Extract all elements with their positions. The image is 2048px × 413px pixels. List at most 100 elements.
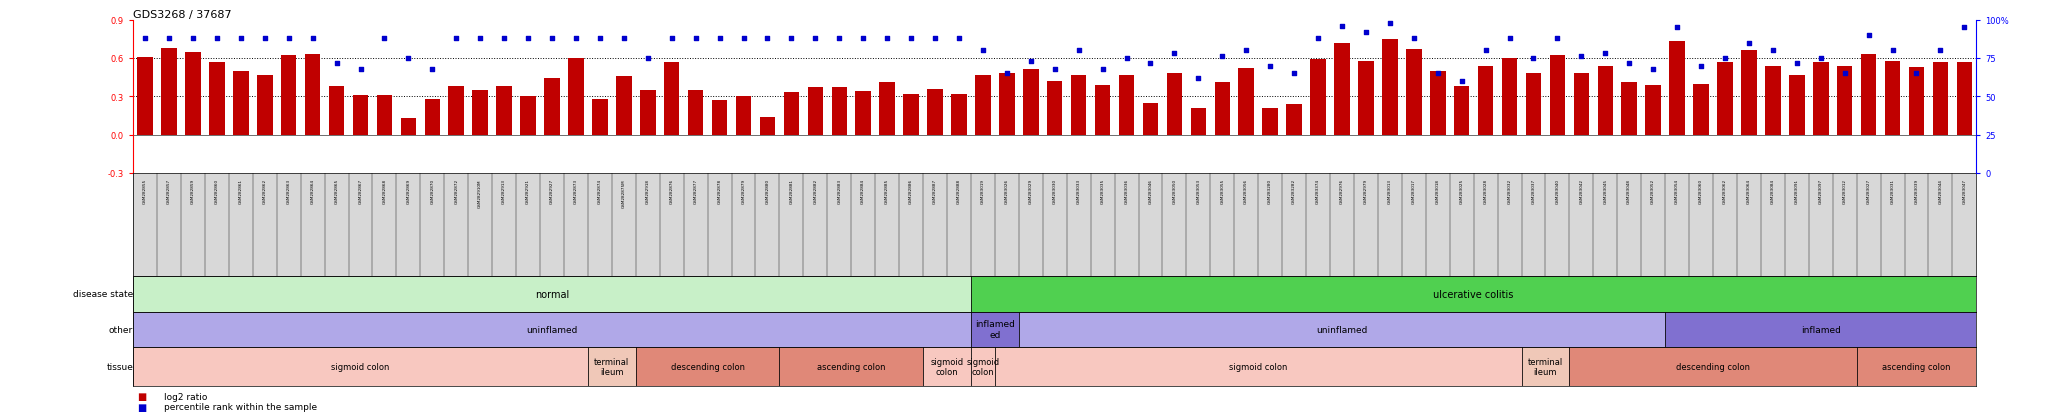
Point: [1804, 56, 1837, 62]
Point: [391, 56, 424, 62]
Text: GSM283035: GSM283035: [1100, 179, 1104, 204]
Text: log2 ratio: log2 ratio: [164, 392, 207, 401]
Bar: [635, 347, 780, 386]
Point: [895, 36, 928, 42]
Bar: [256, 76, 272, 135]
Bar: [1645, 85, 1661, 135]
Point: [1923, 48, 1956, 55]
Bar: [1522, 347, 1569, 386]
Point: [512, 36, 545, 42]
Bar: [496, 87, 512, 135]
Text: GSM283044: GSM283044: [1937, 179, 1942, 204]
Text: GSM282888: GSM282888: [956, 179, 961, 204]
Text: GSM283054: GSM283054: [1675, 179, 1679, 204]
Point: [1829, 71, 1862, 78]
Bar: [807, 88, 823, 135]
Bar: [1071, 76, 1085, 135]
Text: percentile rank within the sample: percentile rank within the sample: [164, 402, 317, 411]
Bar: [1096, 85, 1110, 135]
Text: GSM283056: GSM283056: [1245, 179, 1247, 204]
Text: GSM283091: GSM283091: [1794, 179, 1798, 204]
Text: GSM282862: GSM282862: [262, 179, 266, 204]
Point: [1614, 60, 1647, 67]
Text: GSM283025: GSM283025: [1460, 179, 1464, 204]
Point: [631, 56, 664, 62]
Bar: [520, 97, 537, 135]
Point: [537, 36, 569, 42]
Bar: [950, 95, 967, 135]
Text: ulcerative colitis: ulcerative colitis: [1434, 289, 1513, 299]
Bar: [1286, 104, 1303, 135]
Text: GSM282918: GSM282918: [645, 179, 649, 204]
Text: GSM282884: GSM282884: [862, 179, 864, 204]
Bar: [592, 100, 608, 135]
Text: GSM282877: GSM282877: [694, 179, 698, 204]
Text: sigmoid colon: sigmoid colon: [1229, 362, 1288, 371]
Bar: [1143, 103, 1159, 135]
Point: [967, 48, 999, 55]
Text: GDS3268 / 37687: GDS3268 / 37687: [133, 10, 231, 20]
Bar: [971, 277, 1976, 312]
Point: [1901, 71, 1933, 78]
Bar: [1018, 312, 1665, 347]
Text: GSM283047: GSM283047: [1962, 179, 1966, 204]
Bar: [424, 100, 440, 135]
Point: [823, 36, 856, 42]
Text: GSM283019: GSM283019: [981, 179, 985, 204]
Text: ■: ■: [137, 402, 147, 412]
Bar: [995, 347, 1522, 386]
Text: GSM283036: GSM283036: [1124, 179, 1128, 204]
Point: [1157, 51, 1190, 57]
Point: [1876, 48, 1909, 55]
Text: GSM282886: GSM282886: [909, 179, 913, 204]
Text: GSM283028: GSM283028: [1483, 179, 1487, 204]
Text: uninflamed: uninflamed: [1317, 325, 1368, 334]
Bar: [1407, 50, 1421, 135]
Bar: [1858, 347, 1976, 386]
Text: GSM283026: GSM283026: [1006, 179, 1010, 204]
Bar: [1622, 83, 1636, 135]
Text: GSM283048: GSM283048: [1628, 179, 1630, 204]
Bar: [639, 91, 655, 135]
Text: GSM283055: GSM283055: [1221, 179, 1225, 204]
Point: [752, 36, 784, 42]
Bar: [133, 347, 588, 386]
Bar: [879, 83, 895, 135]
Point: [608, 36, 641, 42]
Bar: [1741, 51, 1757, 135]
Point: [1708, 56, 1741, 62]
Bar: [473, 91, 487, 135]
Text: GSM283097: GSM283097: [1819, 179, 1823, 204]
Text: GSM282882: GSM282882: [813, 179, 817, 204]
Point: [344, 66, 377, 73]
Point: [440, 36, 473, 42]
Text: GSM282870: GSM282870: [430, 179, 434, 204]
Text: GSM282869: GSM282869: [406, 179, 410, 204]
Bar: [1382, 40, 1397, 135]
Text: GSM283374: GSM283374: [1317, 179, 1321, 204]
Point: [1446, 78, 1479, 85]
Bar: [975, 76, 991, 135]
Bar: [1862, 55, 1876, 135]
Point: [248, 36, 281, 42]
Bar: [928, 89, 942, 135]
Bar: [1479, 66, 1493, 135]
Point: [1589, 51, 1622, 57]
Text: ascending colon: ascending colon: [1882, 362, 1952, 371]
Text: GSM282976: GSM282976: [1339, 179, 1343, 204]
Text: sigmoid colon: sigmoid colon: [332, 362, 389, 371]
Text: GSM283012: GSM283012: [1843, 179, 1847, 204]
Point: [1780, 60, 1812, 67]
Point: [1636, 66, 1669, 73]
Point: [1468, 48, 1501, 55]
Point: [319, 60, 352, 67]
Point: [1948, 25, 1980, 32]
Bar: [1311, 60, 1325, 135]
Bar: [1716, 63, 1733, 135]
Point: [1182, 76, 1214, 82]
Bar: [545, 79, 559, 135]
Bar: [352, 96, 369, 135]
Text: GSM282857: GSM282857: [168, 179, 172, 204]
Point: [1278, 71, 1311, 78]
Bar: [999, 74, 1014, 135]
